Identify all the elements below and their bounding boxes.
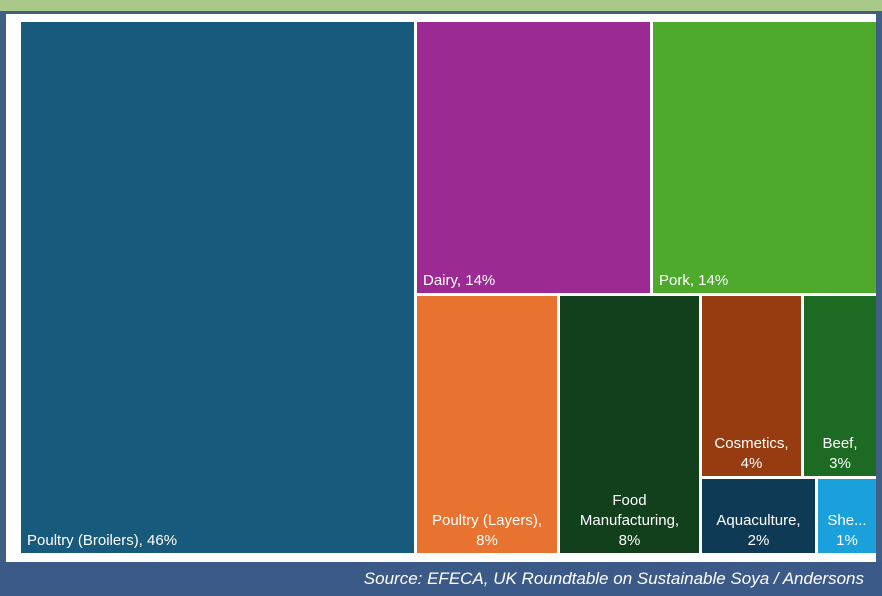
treemap-rect-poultry-broilers-46 — [21, 22, 414, 553]
treemap-rect-beef-3 — [804, 296, 876, 476]
source-footer: Source: EFECA, UK Roundtable on Sustaina… — [0, 562, 882, 596]
treemap-rect-she-1 — [818, 479, 876, 553]
treemap-label-beef-3: Beef, 3% — [822, 435, 857, 472]
treemap-rect-poultry-layers-8 — [417, 296, 557, 553]
treemap-rect-dairy-14 — [417, 22, 650, 293]
treemap-tile-aquaculture-2: Aquaculture, 2% — [702, 479, 815, 553]
treemap-tile-beef-3: Beef, 3% — [804, 296, 876, 476]
treemap-tile-poultry-broilers-46: Poultry (Broilers), 46% — [21, 22, 414, 553]
treemap-label-poultry-broilers-46: Poultry (Broilers), 46% — [27, 532, 177, 549]
treemap-tile-food-manufacturing-8: Food Manufacturing, 8% — [560, 296, 699, 553]
treemap-label-pork-14: Pork, 14% — [659, 272, 728, 289]
treemap-tile-dairy-14: Dairy, 14% — [417, 22, 650, 293]
treemap-chart: Poultry (Broilers), 46% Dairy, 14% Pork, 1… — [21, 22, 876, 553]
treemap-label-dairy-14: Dairy, 14% — [423, 272, 495, 289]
treemap-label-she-1: She... 1% — [827, 512, 866, 549]
treemap-rect-pork-14 — [653, 22, 876, 293]
treemap-tile-cosmetics-4: Cosmetics, 4% — [702, 296, 801, 476]
treemap-tile-poultry-layers-8: Poultry (Layers), 8% — [417, 296, 557, 553]
treemap-rect-food-manufacturing-8 — [560, 296, 699, 553]
treemap-rect-cosmetics-4 — [702, 296, 801, 476]
treemap-label-food-manufacturing-8: Food Manufacturing, 8% — [580, 492, 679, 549]
source-text: Source: EFECA, UK Roundtable on Sustaina… — [363, 569, 864, 588]
treemap-tile-she-1: She... 1% — [818, 479, 876, 553]
treemap-label-aquaculture-2: Aquaculture, 2% — [716, 512, 800, 549]
treemap-label-cosmetics-4: Cosmetics, 4% — [714, 435, 788, 472]
treemap-tile-pork-14: Pork, 14% — [653, 22, 876, 293]
treemap-rect-aquaculture-2 — [702, 479, 815, 553]
treemap-label-poultry-layers-8: Poultry (Layers), 8% — [432, 512, 542, 549]
header-strip — [0, 0, 882, 14]
